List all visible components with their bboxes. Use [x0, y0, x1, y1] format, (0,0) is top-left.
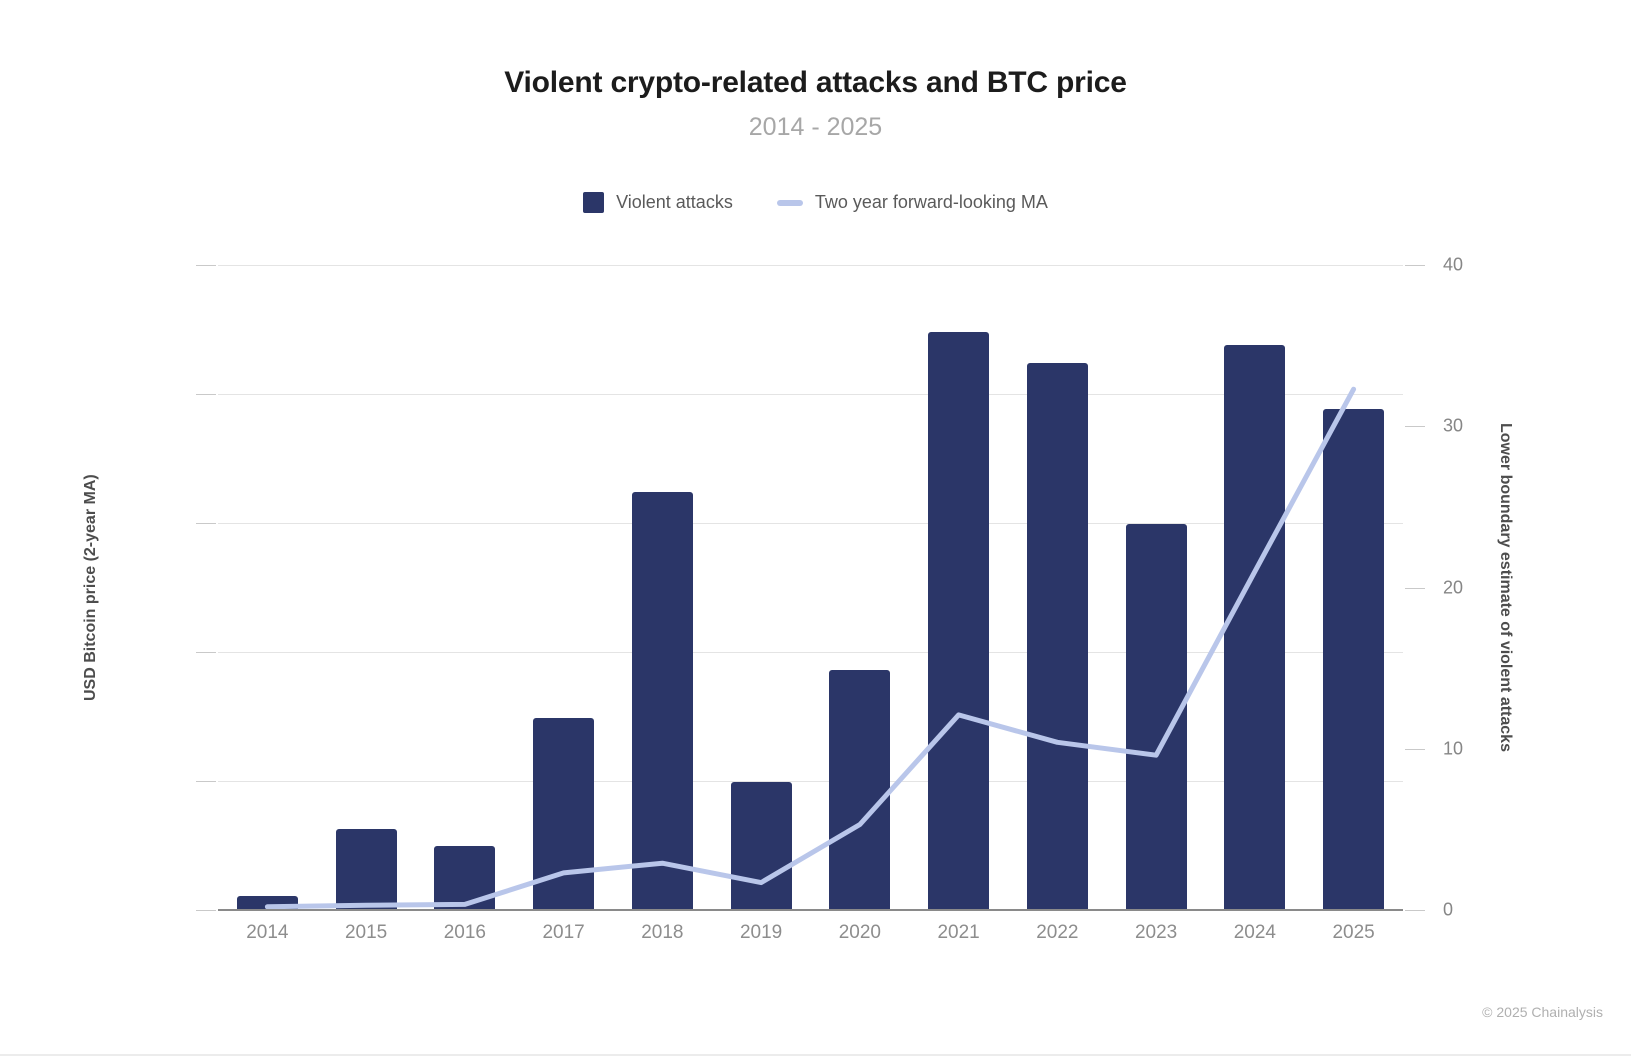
bar[interactable]: [730, 782, 792, 910]
page-title: Violent crypto-related attacks and BTC p…: [504, 66, 1127, 99]
bar-slot: [712, 265, 811, 910]
y-axis-left-tick: [196, 781, 216, 782]
bar-series: [218, 265, 1403, 910]
y-axis-right-tick: [1405, 265, 1425, 266]
y-axis-left-title: USD Bitcoin price (2-year MA): [82, 474, 99, 701]
y-axis-right-tick-label: 30: [1443, 415, 1464, 436]
y-axis-left-tick: [196, 265, 216, 266]
y-axis-right-tick-label: 40: [1443, 254, 1464, 275]
x-axis-tick-label: 2016: [443, 922, 487, 943]
bar[interactable]: [631, 492, 693, 910]
legend-label-moving-average: Two year forward-looking MA: [814, 192, 1048, 212]
bar-slot: [1206, 265, 1305, 910]
y-axis-right-tick-label: 0: [1443, 899, 1454, 920]
bar-slot: [909, 265, 1008, 910]
bar[interactable]: [1224, 344, 1286, 910]
x-axis-tick-label: 2018: [641, 922, 684, 943]
copyright-credit: © 2025 Chainalysis: [1482, 1004, 1603, 1020]
gridline: [218, 781, 1403, 782]
y-axis-right-tick-label: 20: [1443, 577, 1464, 597]
y-axis-right-tick: [1405, 910, 1425, 911]
x-axis-tick-label: 2025: [1332, 922, 1375, 943]
y-axis-left-tick: [196, 652, 216, 653]
y-axis-right-tick: [1405, 587, 1425, 589]
page-subtitle: 2014 - 2025: [748, 113, 883, 141]
y-axis-left-tick: [196, 394, 216, 395]
y-axis-right-title: Lower boundary estimate of violent attac…: [1497, 423, 1514, 752]
gridline: [218, 652, 1403, 653]
gridline: [218, 523, 1403, 524]
gridline: [218, 265, 1403, 266]
legend-bar-swatch-icon: [583, 192, 605, 213]
chart-legend: Violent attacks Two year forward-looking…: [0, 192, 1631, 213]
plot-area: $0$25,000$50,000$75,000$100,000$125,0000…: [196, 255, 1463, 920]
y-axis-right-tick: [1405, 748, 1425, 750]
x-axis-tick-label: 2017: [542, 922, 585, 943]
y-axis-right-tick-label: 10: [1443, 738, 1464, 759]
bar[interactable]: [335, 829, 397, 910]
bar-slot: [317, 265, 416, 910]
bottom-divider: [0, 1054, 1631, 1056]
x-axis-tick-label: 2021: [937, 922, 980, 943]
bar-slot: [811, 265, 910, 910]
bar-slot: [613, 265, 712, 910]
x-axis-baseline: [218, 909, 1403, 911]
legend-item-violent-attacks[interactable]: Violent attacks: [583, 192, 733, 213]
y-axis-left-tick: [196, 910, 216, 911]
y-axis-left-tick: [196, 523, 216, 524]
bar[interactable]: [1323, 409, 1385, 910]
legend-label-violent-attacks: Violent attacks: [616, 192, 733, 212]
x-axis-tick-label: 2024: [1233, 922, 1277, 943]
x-axis-tick-label: 2019: [739, 922, 783, 943]
x-axis-tick-label: 2023: [1134, 922, 1178, 943]
legend-line-swatch-icon: [776, 199, 803, 206]
bar-slot: [1008, 265, 1107, 910]
bar[interactable]: [1026, 363, 1088, 910]
moving-average-line: [264, 386, 1357, 910]
x-axis-tick-label: 2015: [344, 922, 388, 943]
x-axis-tick-label: 2014: [246, 922, 289, 943]
bar[interactable]: [829, 670, 891, 910]
y-axis-right-tick: [1405, 426, 1425, 428]
bar-slot: [1304, 265, 1403, 910]
x-axis-tick-label: 2022: [1036, 922, 1079, 943]
x-axis-labels: 2014 2015 2016 2017 2018 2019 2020 2021 2022 2023…: [218, 922, 1403, 952]
x-axis-tick-label: 2020: [838, 922, 882, 943]
gridline: [218, 394, 1403, 395]
legend-item-moving-average[interactable]: Two year forward-looking MA: [776, 192, 1048, 213]
bar[interactable]: [928, 332, 990, 910]
